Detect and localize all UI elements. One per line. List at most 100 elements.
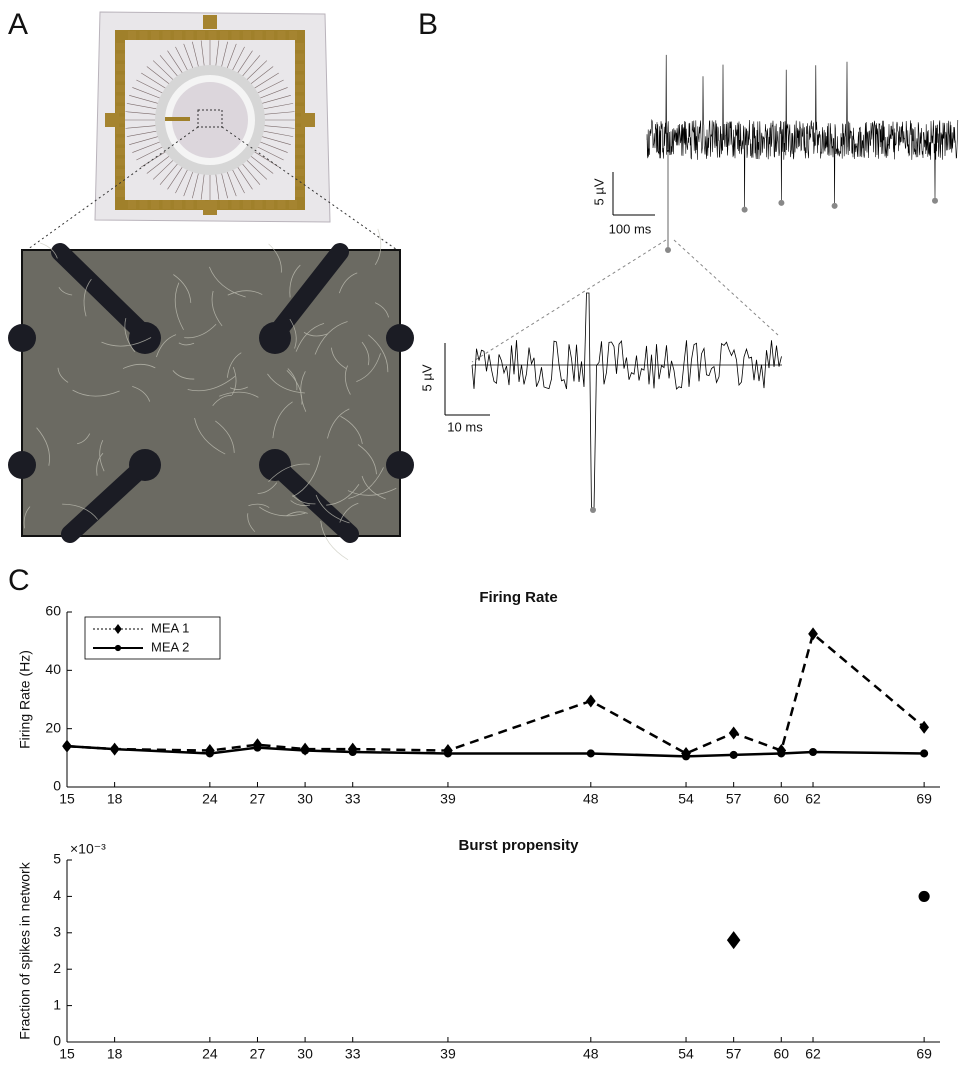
pad <box>116 95 125 103</box>
pad <box>295 116 304 124</box>
x-tick-label: 57 <box>726 791 742 807</box>
cell <box>374 302 390 318</box>
x-tick-label: 54 <box>678 791 694 807</box>
pad <box>151 31 159 40</box>
cell <box>230 386 248 390</box>
cell <box>292 494 316 505</box>
y-tick-label: 5 <box>53 851 61 867</box>
pad <box>116 85 125 92</box>
panel-label: C <box>8 564 30 597</box>
marker <box>62 742 72 751</box>
marker <box>585 694 596 708</box>
pad <box>254 200 263 209</box>
cell <box>132 385 151 402</box>
cell <box>327 408 350 439</box>
pad <box>162 200 171 209</box>
scale-label: 10 ms <box>447 419 483 434</box>
cell <box>211 290 223 327</box>
pad <box>116 169 125 176</box>
cell <box>99 440 105 472</box>
x-tick-label: 39 <box>440 1046 456 1062</box>
x-tick-label: 30 <box>297 791 313 807</box>
pad <box>139 200 148 209</box>
cell <box>289 264 301 298</box>
pad <box>151 200 159 209</box>
y-tick-label: 2 <box>53 960 61 976</box>
pad <box>295 169 304 176</box>
cell <box>268 243 282 273</box>
marker <box>205 749 214 758</box>
cell <box>374 228 382 266</box>
y-multiplier: ×10⁻³ <box>70 841 106 857</box>
cell <box>326 484 360 506</box>
pad <box>295 64 304 71</box>
pad <box>295 137 304 145</box>
pad <box>301 113 315 127</box>
y-tick-label: 60 <box>45 603 61 619</box>
cell <box>330 347 347 369</box>
pad <box>116 116 125 124</box>
pad <box>116 158 125 166</box>
legend-label: MEA 2 <box>151 639 189 654</box>
y-tick-label: 1 <box>53 996 61 1012</box>
y-axis-label: Fraction of spikes in network <box>17 861 33 1039</box>
pad <box>295 53 304 61</box>
y-axis-label: Firing Rate (Hz) <box>17 650 33 749</box>
marker <box>586 749 595 758</box>
pad <box>128 200 136 209</box>
pad <box>116 190 125 197</box>
marker <box>726 931 741 950</box>
spike-dot <box>778 199 785 206</box>
x-tick-label: 33 <box>345 1046 361 1062</box>
marker <box>808 747 818 757</box>
panel-label: A <box>8 8 28 41</box>
cell <box>303 332 328 337</box>
pad <box>231 200 240 209</box>
cell <box>267 373 305 394</box>
marker <box>110 745 119 754</box>
cell <box>290 500 310 506</box>
cell <box>172 370 195 380</box>
cell <box>348 467 384 499</box>
y-tick-label: 40 <box>45 661 61 677</box>
chart-title: Burst propensity <box>458 837 579 854</box>
cell <box>340 415 363 444</box>
pad <box>243 200 251 209</box>
pad <box>197 31 205 40</box>
cell <box>83 278 92 317</box>
x-tick-label: 15 <box>59 1046 75 1062</box>
pad <box>116 106 125 113</box>
cell <box>347 487 397 496</box>
cell <box>357 444 377 475</box>
spike-dot <box>665 247 671 253</box>
marker <box>253 743 262 752</box>
pad <box>203 15 217 29</box>
cell <box>272 401 293 439</box>
scale-label: 5 µV <box>591 178 606 205</box>
pad <box>277 200 286 209</box>
cell <box>344 365 351 395</box>
pad <box>162 31 171 40</box>
cell <box>187 376 236 392</box>
cell <box>184 323 217 339</box>
marker <box>301 746 310 755</box>
x-tick-label: 24 <box>202 791 218 807</box>
cell <box>292 455 321 498</box>
pad <box>231 31 240 40</box>
trace-panel: 5 µV 100 ms 5 µV 10 ms <box>419 54 959 513</box>
x-tick-label: 30 <box>297 1046 313 1062</box>
x-tick-label: 60 <box>773 791 789 807</box>
cell <box>174 282 184 330</box>
spike-dot <box>831 202 838 209</box>
spike-dot <box>932 197 938 204</box>
pad <box>116 64 125 71</box>
chart-title: Firing Rate <box>479 589 557 606</box>
cell <box>338 272 358 294</box>
marker <box>114 644 122 652</box>
marker <box>919 720 930 734</box>
cell <box>268 463 310 482</box>
marker <box>114 624 122 634</box>
cell <box>215 420 235 453</box>
cell <box>173 274 192 303</box>
cell <box>156 334 177 358</box>
